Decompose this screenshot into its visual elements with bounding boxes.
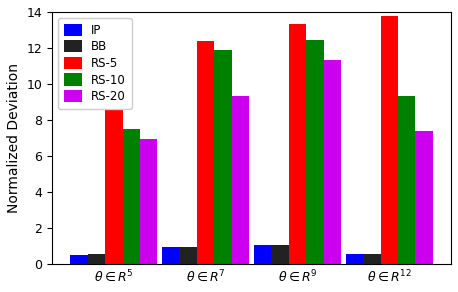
Bar xyxy=(214,50,232,264)
Legend: IP, BB, RS-5, RS-10, RS-20: IP, BB, RS-5, RS-10, RS-20 xyxy=(58,18,132,109)
Bar xyxy=(123,129,140,264)
Bar xyxy=(271,245,289,264)
Bar xyxy=(180,247,197,264)
Bar xyxy=(105,108,123,264)
Bar xyxy=(363,254,381,264)
Bar xyxy=(381,16,398,264)
Bar xyxy=(398,95,415,264)
Bar xyxy=(324,60,341,264)
Bar xyxy=(197,41,214,264)
Bar xyxy=(306,40,324,264)
Bar xyxy=(162,247,180,264)
Bar xyxy=(289,24,306,264)
Y-axis label: Normalized Deviation: Normalized Deviation xyxy=(7,63,21,213)
Bar xyxy=(254,245,271,264)
Bar xyxy=(232,96,249,264)
Bar xyxy=(346,254,363,264)
Bar xyxy=(415,131,433,264)
Bar xyxy=(140,139,158,264)
Bar xyxy=(70,255,87,264)
Bar xyxy=(87,254,105,264)
